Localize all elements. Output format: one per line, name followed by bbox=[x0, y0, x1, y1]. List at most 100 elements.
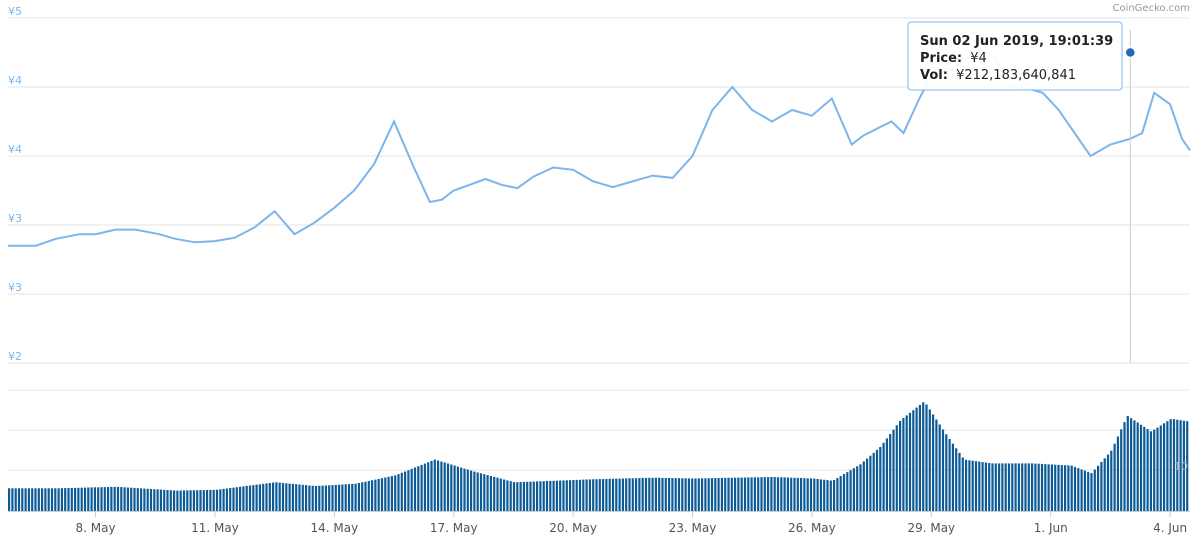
volume-bar bbox=[258, 484, 261, 511]
volume-bar bbox=[486, 475, 489, 511]
y-tick-label: ¥4 bbox=[8, 74, 22, 87]
volume-bar bbox=[440, 461, 443, 511]
volume-bar bbox=[394, 475, 397, 511]
volume-bar bbox=[70, 487, 73, 511]
volume-bar bbox=[621, 478, 624, 511]
volume-bar bbox=[925, 404, 928, 511]
volume-bar bbox=[77, 487, 80, 511]
volume-bar bbox=[314, 486, 318, 511]
volume-bar bbox=[852, 468, 855, 511]
volume-bar bbox=[644, 477, 648, 511]
volume-bar bbox=[951, 443, 954, 511]
volume-bar bbox=[611, 478, 615, 511]
volume-bar bbox=[753, 477, 756, 511]
volume-bar bbox=[800, 478, 803, 511]
volume-bar bbox=[602, 479, 605, 511]
volume-bar bbox=[493, 476, 496, 511]
volume-bar bbox=[1186, 421, 1189, 511]
volume-bar bbox=[1120, 429, 1123, 511]
volume-bar bbox=[889, 434, 892, 511]
volume-bar bbox=[757, 477, 760, 511]
volume-bar bbox=[156, 489, 159, 511]
volume-bar bbox=[661, 477, 664, 511]
volume-bar bbox=[1060, 465, 1063, 511]
volume-bar bbox=[905, 415, 908, 511]
volume-bar bbox=[301, 484, 304, 511]
volume-bar bbox=[308, 485, 311, 511]
volume-bar bbox=[717, 478, 720, 511]
volume-bar bbox=[743, 477, 747, 511]
volume-bar bbox=[496, 477, 499, 511]
tooltip: Sun 02 Jun 2019, 19:01:39 Price: ¥4 Vol:… bbox=[907, 21, 1123, 91]
volume-bar bbox=[380, 478, 384, 511]
y-tick-label: ¥5 bbox=[8, 5, 22, 18]
volume-bar bbox=[252, 485, 255, 511]
volume-bar bbox=[879, 447, 882, 511]
volume-bar bbox=[298, 484, 301, 511]
volume-bar bbox=[750, 477, 753, 511]
volume-bar bbox=[159, 489, 162, 511]
volume-bar bbox=[892, 429, 895, 511]
volume-bar bbox=[268, 483, 271, 511]
x-tick-label: 4. Jun bbox=[1153, 521, 1187, 535]
svg-text:Vol: ¥212,183,640,841: Vol: ¥212,183,640,841 bbox=[920, 68, 1076, 83]
credit-label[interactable]: CoinGecko.com bbox=[1112, 3, 1190, 14]
volume-bar bbox=[965, 459, 968, 511]
volume-bar bbox=[684, 478, 687, 511]
volume-bar bbox=[671, 478, 674, 511]
volume-bar bbox=[27, 488, 30, 511]
volume-bar bbox=[806, 478, 809, 511]
volume-bar bbox=[776, 477, 780, 511]
volume-bar bbox=[720, 477, 723, 511]
volume-bar bbox=[153, 489, 156, 511]
volume-bar bbox=[1146, 429, 1149, 511]
volume-bar bbox=[714, 478, 717, 511]
volume-bar bbox=[1123, 422, 1126, 511]
volume-bar bbox=[697, 478, 700, 511]
volume-bar bbox=[648, 477, 651, 511]
volume-bar bbox=[846, 472, 849, 511]
volume-bar bbox=[318, 485, 321, 511]
volume-bar bbox=[1001, 463, 1004, 511]
volume-bar bbox=[54, 488, 57, 511]
volume-bar bbox=[110, 486, 113, 511]
volume-bar bbox=[90, 487, 93, 511]
volume-bar bbox=[988, 463, 991, 511]
volume-bar bbox=[908, 412, 912, 511]
tooltip-box bbox=[907, 21, 1123, 91]
volume-bar bbox=[450, 464, 453, 511]
volume-bar bbox=[212, 489, 215, 511]
volume-bar bbox=[173, 490, 176, 511]
tooltip-vol-label: Vol: bbox=[920, 68, 948, 83]
volume-bar bbox=[169, 490, 172, 511]
volume-bar bbox=[463, 468, 466, 511]
volume-bar bbox=[384, 477, 387, 511]
volume-bar bbox=[364, 481, 367, 511]
y-tick-label: ¥3 bbox=[8, 212, 22, 225]
volume-bar bbox=[245, 485, 248, 511]
volume-bar bbox=[998, 463, 1001, 511]
volume-bar bbox=[305, 485, 308, 511]
volume-bar bbox=[628, 478, 631, 511]
volume-bar bbox=[1083, 470, 1086, 511]
volume-bar bbox=[578, 479, 582, 511]
volume-bar bbox=[945, 434, 948, 511]
volume-bar bbox=[681, 478, 684, 511]
volume-bar bbox=[615, 478, 618, 511]
volume-bar bbox=[456, 466, 459, 511]
volume-bar bbox=[730, 477, 733, 511]
hover-point-marker[interactable] bbox=[1124, 46, 1137, 59]
volume-bar bbox=[915, 407, 918, 511]
x-tick-label: 14. May bbox=[310, 521, 358, 535]
volume-bar bbox=[133, 487, 136, 511]
volume-bar bbox=[47, 488, 50, 511]
volume-bar bbox=[922, 402, 925, 511]
volume-bar bbox=[100, 487, 103, 511]
volume-bar bbox=[427, 462, 430, 511]
volume-bar bbox=[367, 481, 370, 511]
volume-bar bbox=[737, 477, 740, 511]
volume-bar bbox=[176, 490, 179, 511]
volume-bar bbox=[235, 487, 238, 511]
volume-bar bbox=[641, 478, 644, 511]
volume-bar bbox=[869, 455, 872, 511]
